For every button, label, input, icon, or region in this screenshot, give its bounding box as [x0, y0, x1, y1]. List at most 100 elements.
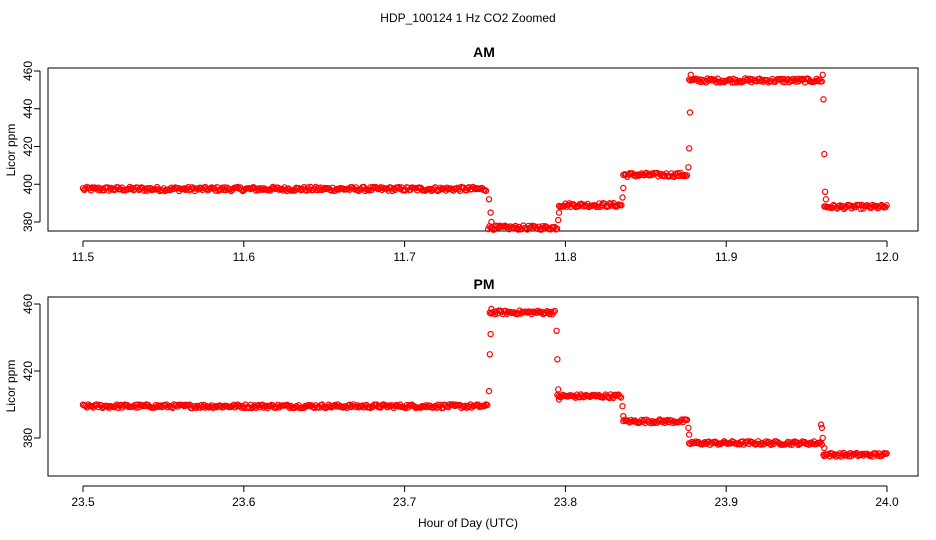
am-transition-point: [620, 184, 627, 192]
pm-x-tick-label: 23.6: [232, 495, 256, 509]
panel-pm: PM Licor ppm 23.5 23.6 23.7 23.8 23.9 24.0 38…: [4, 276, 919, 509]
am-data-point: [683, 172, 691, 179]
am-transition-point: [685, 164, 692, 171]
am-data-point: [818, 78, 826, 85]
am-x-tick-label: 11.6: [233, 250, 256, 264]
am-transition-point: [821, 150, 828, 158]
pm-data-point: [551, 307, 559, 315]
am-data-point: [369, 183, 377, 191]
pm-data-point: [766, 440, 774, 447]
am-transition-point: [686, 145, 693, 152]
pm-transition-point: [485, 387, 493, 395]
pm-data-point: [650, 419, 657, 426]
pm-data-point: [591, 391, 599, 399]
pm-data-point: [407, 402, 414, 409]
am-data-point: [443, 184, 451, 191]
am-transition-point: [487, 209, 494, 216]
pm-x-tick-label: 23.9: [715, 495, 739, 509]
pm-transition-point: [820, 451, 827, 458]
panel-pm-ylabel: Licor ppm: [4, 360, 18, 413]
pm-x-tick-label: 23.5: [71, 495, 95, 509]
pm-data-point: [484, 401, 491, 409]
panel-pm-y-axis: 380 420 460: [21, 294, 41, 448]
pm-data-point: [246, 404, 253, 411]
pm-transition-point: [685, 424, 692, 432]
panel-am: AM Licor ppm 11.5 11.6 11.7 11.8 11.9 12.0 38…: [4, 44, 919, 264]
figure-title: HDP_100124 1 Hz CO2 Zoomed: [380, 11, 555, 25]
am-data-point: [743, 76, 750, 84]
pm-transition-point: [686, 431, 693, 438]
am-data-point: [796, 75, 803, 83]
pm-data-point: [616, 393, 624, 400]
panel-am-ylabel: Licor ppm: [4, 124, 18, 177]
pm-transition-point: [487, 330, 494, 338]
am-data-point: [836, 202, 844, 209]
am-x-tick-label: 11.8: [554, 250, 577, 264]
pm-transition-point: [818, 424, 826, 432]
am-data-point: [170, 185, 178, 192]
pm-data-point: [550, 309, 557, 316]
pm-transition-point: [554, 356, 561, 363]
pm-data-point: [883, 450, 890, 457]
pm-transition-point: [553, 327, 560, 334]
panel-am-frame: [47, 67, 919, 232]
x-axis-label: Hour of Day (UTC): [418, 516, 518, 530]
pm-x-tick-label: 23.7: [393, 495, 417, 509]
panel-pm-x-axis: 23.5 23.6 23.7 23.8 23.9 24.0: [71, 485, 899, 509]
panel-am-x-axis: 11.5 11.6 11.7 11.8 11.9 12.0: [72, 240, 899, 264]
am-data-point: [82, 185, 89, 192]
pm-data-point: [617, 394, 625, 401]
panel-pm-title: PM: [474, 276, 495, 292]
am-data-point: [614, 202, 621, 209]
am-data-point: [883, 202, 890, 209]
am-data-point: [373, 184, 380, 191]
am-data-point: [814, 77, 822, 85]
am-data-point: [354, 186, 361, 194]
am-data-point: [780, 75, 788, 83]
panel-am-data-points: [79, 71, 890, 233]
pm-transition-point: [821, 444, 828, 452]
pm-data-point: [790, 439, 797, 446]
pm-transition-point: [488, 305, 495, 313]
am-x-tick-label: 11.5: [72, 250, 95, 264]
pm-transition-point: [555, 396, 563, 403]
am-transition-point: [819, 71, 826, 79]
panel-am-title: AM: [473, 44, 495, 60]
am-transition-point: [686, 109, 694, 116]
panel-pm-frame: [47, 296, 919, 477]
pm-y-tick-label: 420: [21, 361, 35, 381]
pm-data-point: [714, 441, 722, 448]
am-y-tick-label: 460: [21, 61, 35, 81]
pm-transition-point: [486, 351, 493, 358]
pm-y-tick-label: 460: [21, 294, 35, 314]
am-transition-point: [555, 209, 563, 216]
pm-transition-point: [620, 413, 627, 420]
am-y-tick-label: 400: [21, 174, 35, 194]
pm-y-tick-label: 380: [21, 428, 35, 448]
am-data-point: [365, 187, 373, 194]
panel-am-y-axis: 380 400 420 440 460: [21, 61, 41, 232]
pm-transition-point: [555, 386, 562, 393]
pm-transition-point: [619, 403, 626, 410]
am-data-point: [618, 201, 625, 209]
am-transition-point: [488, 218, 495, 226]
pm-transition-point: [817, 421, 825, 428]
am-transition-point: [687, 71, 695, 79]
am-data-point: [181, 185, 188, 192]
pm-x-tick-label: 24.0: [875, 495, 899, 509]
am-transition-point: [619, 194, 626, 201]
am-y-tick-label: 420: [21, 136, 35, 156]
pm-transition-point: [819, 434, 826, 442]
am-transition-point: [822, 196, 830, 203]
am-data-point: [482, 187, 490, 194]
am-x-tick-label: 11.9: [715, 250, 738, 264]
am-y-tick-label: 380: [21, 212, 35, 232]
am-x-tick-label: 12.0: [875, 250, 899, 264]
am-data-point: [708, 75, 715, 83]
pm-x-tick-label: 23.8: [554, 495, 578, 509]
am-transition-point: [820, 96, 827, 103]
am-data-point: [553, 225, 561, 232]
am-y-tick-label: 440: [21, 98, 35, 118]
am-x-tick-label: 11.7: [393, 250, 416, 264]
pm-data-point: [683, 416, 691, 423]
